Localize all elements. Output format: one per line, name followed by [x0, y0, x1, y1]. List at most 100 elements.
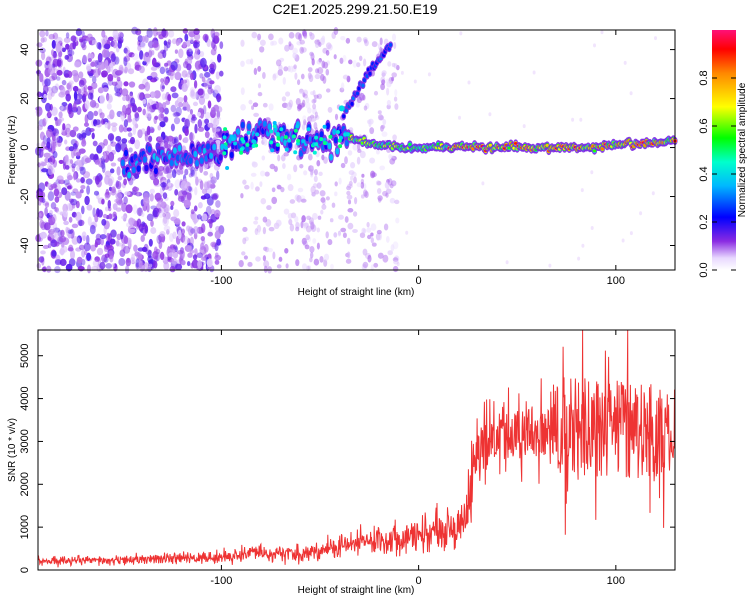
spectrogram-cell	[182, 41, 187, 48]
colorbar-tick-label: 0.2	[698, 214, 710, 229]
spectrogram-cell	[144, 132, 149, 142]
spectrogram-cell	[370, 264, 374, 271]
spectrogram-cell	[261, 155, 266, 161]
snr-series-line	[37, 329, 676, 568]
spectrogram-cell	[49, 209, 53, 216]
spectrogram-cell	[321, 204, 327, 210]
spectrogram-cell	[48, 61, 53, 69]
spectrogram-cell	[131, 253, 135, 262]
spectrogram-cell	[193, 205, 198, 212]
spectrogram-cell	[373, 90, 379, 96]
spectrogram-cell	[357, 148, 362, 154]
spectrogram-cell	[275, 132, 280, 136]
spectrogram-cell	[72, 126, 79, 132]
spectrogram-cell	[313, 98, 317, 103]
spectrogram-cell	[102, 213, 108, 219]
spectrogram-cell	[210, 176, 217, 185]
snr-y-tick-label: 2000	[19, 472, 31, 496]
spectrogram-cell	[327, 239, 333, 246]
spectrogram-cell	[101, 70, 108, 78]
spectrogram-cell	[225, 166, 230, 170]
spectrogram-cell	[361, 83, 365, 88]
spectrogram-cell	[201, 213, 208, 222]
spectrogram-cell	[306, 215, 311, 220]
spectrogram-cell	[639, 211, 643, 216]
spectrogram-cell	[39, 30, 46, 38]
spectrogram-cell	[364, 102, 370, 110]
spectrogram-cell	[231, 137, 236, 142]
spectrogram-cell	[293, 128, 298, 133]
spectrogram-cell	[256, 224, 262, 233]
spectrogram-cell	[203, 170, 209, 176]
spectrogram-cell	[269, 140, 274, 145]
spectrogram-cell	[190, 36, 194, 44]
spectrogram-cell	[274, 166, 278, 173]
spectrogram-cell	[364, 190, 369, 199]
spectrogram-cell	[240, 87, 245, 95]
spectrogram-cell	[193, 80, 198, 89]
spectrogram-cell	[175, 106, 182, 117]
spectrogram-cell	[88, 72, 94, 78]
spectrogram-cell	[202, 33, 209, 42]
spectrogram-cell	[381, 70, 387, 76]
spectrogram-cell	[181, 221, 186, 227]
spectrogram-cell	[183, 95, 188, 103]
spectrogram-cell	[214, 209, 221, 218]
spectrogram-cell	[388, 153, 392, 160]
spectrogram-cell	[160, 78, 164, 83]
spectrogram-cell	[189, 108, 194, 115]
spectrogram-cell	[166, 135, 174, 142]
spectrogram-cell	[190, 91, 198, 100]
spectrogram-cell	[216, 106, 223, 113]
spectrogram-cell	[268, 33, 274, 41]
spectrogram-cell	[319, 256, 324, 263]
spectrogram-cell	[41, 197, 46, 204]
spectrogram-x-ticks: -100 0 100	[210, 30, 625, 287]
spectrogram-cell	[265, 219, 272, 227]
spectrogram-cell	[143, 93, 151, 99]
spectrogram-cell	[209, 161, 214, 168]
spectrogram-cell	[325, 196, 330, 201]
spectrogram-cell	[136, 190, 140, 197]
spectrogram-cell	[109, 168, 115, 174]
spectrogram-cell	[73, 71, 78, 78]
snr-y-tick-label: 5000	[19, 343, 31, 367]
spectrogram-cell	[302, 99, 306, 108]
spectrogram-cell	[142, 60, 147, 66]
spectrogram-cell	[88, 127, 95, 133]
spectrogram-cell	[288, 99, 294, 108]
spectrogram-cell	[314, 135, 319, 140]
spectrogram-cell	[69, 159, 74, 165]
spectrogram-cell	[307, 67, 313, 73]
spectrogram-cell	[40, 37, 45, 43]
spectrogram-cell	[73, 171, 77, 181]
spectrogram-cell	[247, 123, 251, 130]
spectrogram-cell	[47, 243, 52, 249]
spectrogram-cell	[283, 208, 290, 215]
spectrogram-cell	[99, 94, 105, 104]
spectrogram-cell	[209, 172, 214, 180]
spectrogram-cell	[54, 232, 60, 241]
spectrogram-cell	[43, 222, 51, 231]
spectrogram-cell	[67, 175, 73, 181]
spectrogram-cell	[214, 128, 221, 133]
spectrogram-cell	[56, 76, 61, 81]
spectrogram-cell	[111, 263, 116, 268]
spectrogram-cell	[325, 231, 329, 239]
spectrogram-cell	[132, 105, 138, 113]
spectrogram-cell	[219, 70, 224, 77]
spectrogram-cell	[279, 57, 285, 62]
spectrogram-cell	[303, 33, 308, 39]
spectrogram-cell	[127, 171, 132, 179]
spectrogram-cell	[203, 104, 207, 115]
spectrogram-cell	[150, 227, 157, 235]
spectrogram-cell	[295, 32, 302, 40]
spectrogram-cell	[121, 138, 128, 144]
spectrogram-cell	[289, 199, 296, 204]
spectrogram-cell	[488, 143, 493, 147]
spectrogram-cell	[389, 183, 394, 189]
spectrogram-cell	[50, 91, 55, 97]
spectrogram-cell	[326, 60, 330, 66]
spectrogram-cell	[151, 57, 157, 67]
spectrogram-cell	[390, 244, 395, 252]
